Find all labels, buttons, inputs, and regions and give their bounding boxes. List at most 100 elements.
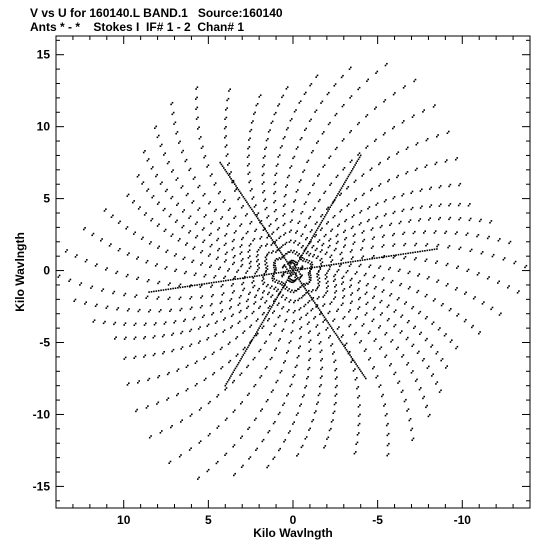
uv-point — [311, 298, 314, 301]
uv-point — [376, 257, 378, 259]
uv-point — [261, 279, 264, 282]
uv-point — [359, 211, 361, 214]
uv-point — [317, 140, 319, 143]
uv-point — [176, 370, 178, 372]
uv-point — [311, 261, 313, 264]
uv-point — [232, 278, 234, 281]
uv-point — [449, 341, 452, 343]
uv-point — [318, 309, 321, 311]
uv-point — [201, 316, 204, 318]
uv-point — [410, 192, 412, 194]
uv-point — [246, 213, 248, 215]
uv-point — [300, 137, 303, 139]
uv-point — [486, 277, 489, 280]
uv-point — [378, 386, 380, 388]
uv-point — [203, 358, 205, 360]
uv-point — [114, 321, 117, 324]
uv-point — [234, 472, 236, 475]
uv-point — [273, 272, 275, 275]
uv-point — [181, 286, 184, 288]
uv-point — [358, 395, 361, 397]
uv-point — [354, 260, 357, 262]
uv-point — [181, 346, 184, 348]
uv-point — [196, 360, 198, 363]
uv-point — [144, 150, 146, 152]
uv-point — [253, 303, 255, 305]
uv-point — [155, 322, 157, 324]
uv-point — [218, 268, 220, 270]
uv-point — [281, 266, 284, 269]
uv-point — [262, 438, 265, 441]
uv-point — [241, 238, 243, 241]
uv-point — [311, 308, 314, 310]
uv-point — [433, 248, 436, 251]
uv-point — [126, 384, 129, 386]
uv-point — [232, 371, 234, 374]
uv-point — [333, 275, 335, 278]
uv-point — [320, 368, 322, 371]
uv-point — [321, 375, 323, 377]
uv-point — [288, 279, 290, 282]
uv-point — [227, 209, 230, 211]
uv-point — [327, 123, 330, 126]
uv-point — [291, 219, 293, 221]
uv-point — [251, 281, 253, 284]
uv-point — [146, 190, 148, 192]
uv-point — [228, 223, 230, 225]
uv-point — [217, 237, 220, 240]
uv-point — [249, 137, 251, 140]
uv-point — [268, 225, 271, 227]
uv-point — [261, 408, 263, 410]
uv-point — [270, 306, 273, 308]
uv-point — [436, 281, 438, 283]
uv-point — [185, 389, 188, 392]
uv-point — [197, 128, 199, 130]
uv-point — [403, 244, 405, 247]
uv-point — [414, 244, 416, 247]
uv-point — [465, 318, 467, 321]
uv-point — [150, 167, 153, 170]
uv-point — [362, 255, 365, 258]
uv-point — [198, 207, 201, 209]
uv-point — [429, 188, 431, 190]
uv-point — [330, 301, 333, 303]
uv-point — [369, 264, 372, 267]
uv-point — [148, 291, 150, 293]
uv-point — [258, 219, 260, 221]
chart-title: V vs U for 160140.L BAND.1 Source:160140 — [30, 6, 283, 20]
uv-point — [253, 206, 256, 208]
uv-point — [318, 284, 320, 287]
uv-point — [209, 304, 212, 307]
uv-point — [281, 253, 283, 256]
uv-point — [488, 276, 490, 278]
uv-point — [316, 142, 318, 144]
uv-point — [195, 118, 198, 120]
uv-point — [316, 287, 318, 290]
uv-point — [183, 320, 185, 322]
uv-point — [401, 194, 403, 197]
uv-point — [242, 464, 244, 467]
uv-point — [234, 409, 236, 412]
uv-point — [180, 307, 183, 310]
uv-point — [407, 336, 409, 339]
uv-point — [372, 308, 375, 311]
uv-point — [423, 109, 425, 111]
uv-point — [438, 391, 441, 393]
uv-point — [334, 273, 337, 276]
uv-point — [231, 179, 234, 182]
uv-point — [315, 326, 317, 328]
uv-point — [265, 230, 268, 232]
uv-point — [291, 211, 293, 213]
uv-point — [191, 284, 194, 287]
uv-point — [316, 275, 318, 278]
uv-point — [445, 264, 448, 267]
uv-point — [247, 251, 250, 253]
uv-point — [345, 348, 348, 351]
uv-point — [271, 275, 274, 277]
uv-point — [276, 218, 278, 220]
uv-point — [381, 395, 383, 398]
uv-point — [311, 420, 313, 423]
uv-point — [294, 299, 296, 302]
uv-point — [317, 279, 319, 281]
uv-point — [508, 285, 510, 287]
